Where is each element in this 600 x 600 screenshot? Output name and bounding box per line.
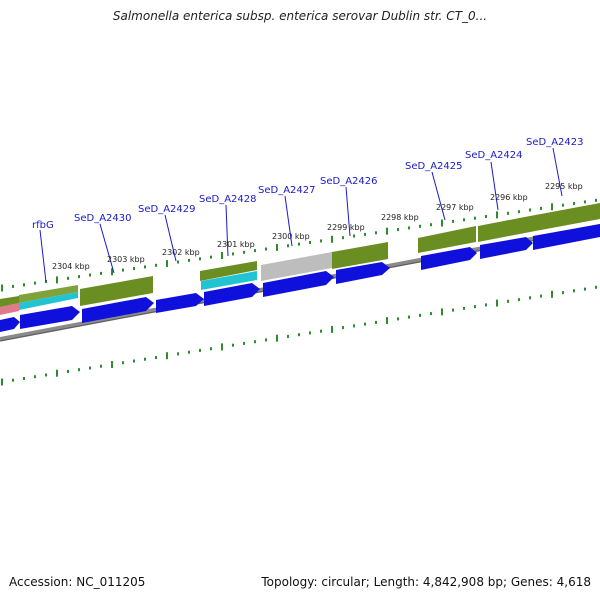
feature-olive — [332, 242, 388, 269]
position-label: 2295 kbp — [545, 182, 583, 191]
gene-label: SeD_A2426 — [320, 176, 378, 187]
feature-olive — [478, 216, 530, 242]
feature-olive — [200, 261, 257, 281]
position-label: 2296 kbp — [490, 193, 528, 202]
position-label: 2298 kbp — [381, 213, 419, 222]
position-label-group: 2304 kbp 2303 kbp 2302 kbp 2301 kbp 2300… — [52, 182, 583, 271]
position-label: 2299 kbp — [327, 223, 365, 232]
leader-lines — [39, 147, 563, 283]
feature-olive — [19, 285, 78, 303]
topology-summary: Topology: circular; Length: 4,842,908 bp… — [261, 575, 591, 589]
gene-label: rfbG — [32, 220, 54, 231]
accession-text: Accession: NC_011205 — [9, 575, 146, 589]
gene-arrow — [82, 297, 154, 323]
gene-label-group: rfbG SeD_A2430 SeD_A2429 SeD_A2428 SeD_A… — [32, 137, 584, 231]
position-label: 2301 kbp — [217, 240, 255, 249]
feature-cyan — [19, 292, 78, 310]
tick-row-upper — [1, 198, 597, 292]
gene-label: SeD_A2425 — [405, 161, 463, 172]
gene-arrow — [204, 283, 260, 306]
feature-olive — [530, 203, 600, 232]
gene-label: SeD_A2428 — [199, 194, 257, 205]
gene-label: SeD_A2430 — [74, 213, 132, 224]
position-label: 2302 kbp — [162, 248, 200, 257]
feature-olive — [80, 276, 153, 306]
position-label: 2304 kbp — [52, 262, 90, 271]
gene-arrow — [480, 237, 533, 259]
gene-arrow — [263, 271, 334, 297]
gene-arrow — [533, 224, 600, 250]
gene-label: SeD_A2429 — [138, 204, 196, 215]
feature-blocks — [0, 203, 600, 315]
feature-olive — [0, 296, 19, 307]
feature-gray — [261, 252, 332, 281]
gene-arrow — [336, 262, 390, 284]
position-label: 2297 kbp — [436, 203, 474, 212]
position-label: 2300 kbp — [272, 232, 310, 241]
gene-label: SeD_A2424 — [465, 150, 523, 161]
feature-olive — [418, 226, 476, 253]
feature-cyan — [201, 271, 257, 290]
gene-arrow — [421, 247, 477, 270]
gene-label: SeD_A2427 — [258, 185, 316, 196]
gene-arrow — [0, 317, 20, 332]
gene-arrow — [20, 306, 80, 329]
gene-arrow — [156, 293, 204, 313]
position-label: 2303 kbp — [107, 255, 145, 264]
gene-label: SeD_A2423 — [526, 137, 584, 148]
tick-row-lower — [1, 285, 597, 386]
gene-arrows — [0, 224, 600, 332]
map-title: Salmonella enterica subsp. enterica sero… — [112, 9, 488, 23]
